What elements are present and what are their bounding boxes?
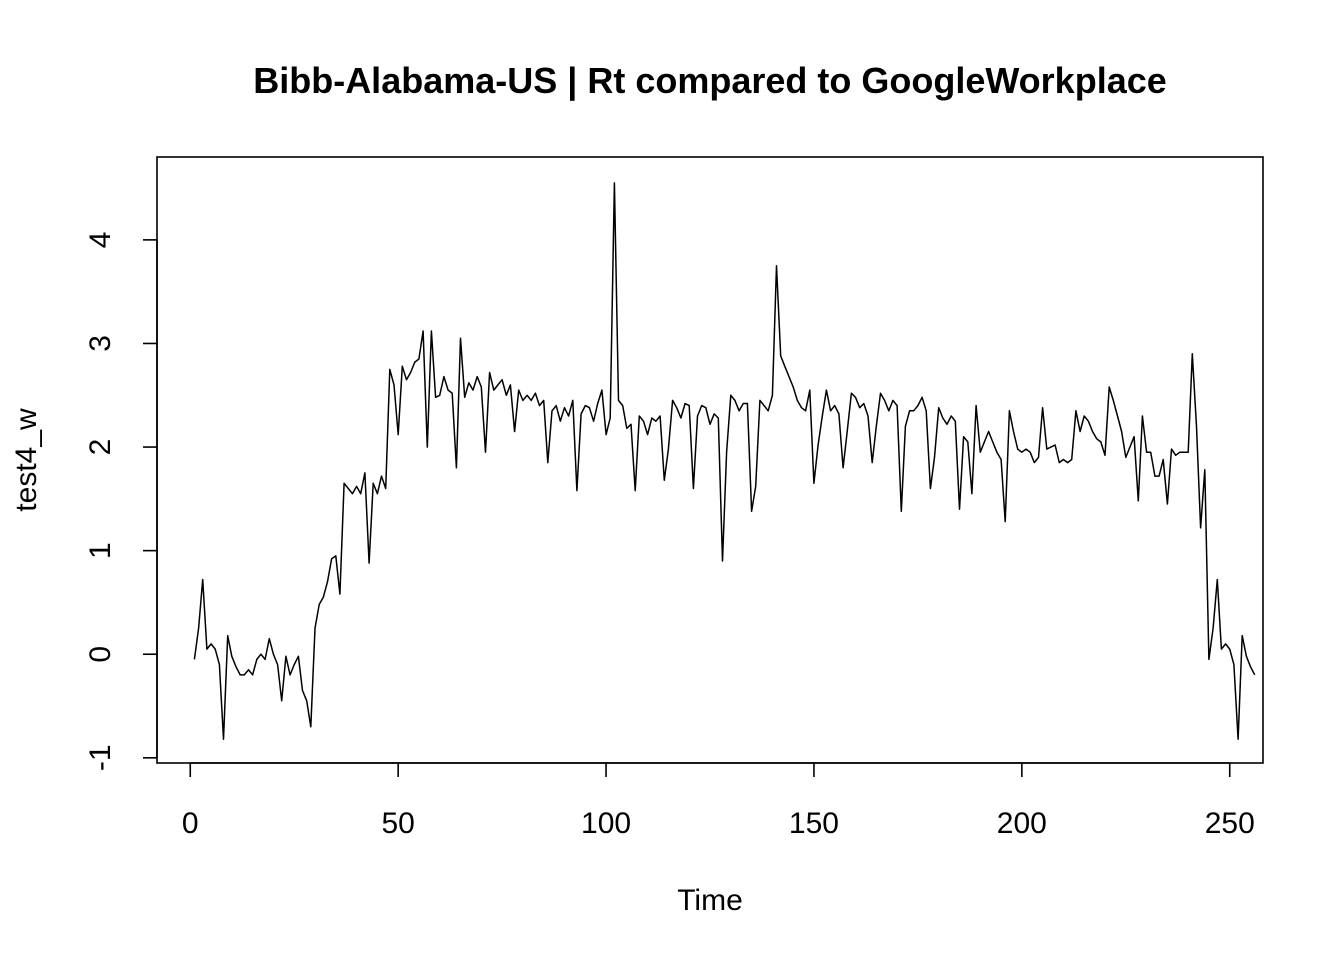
x-tick-label: 50 [381, 807, 414, 840]
x-tick-label: 0 [182, 807, 199, 840]
x-tick-label: 100 [581, 807, 631, 840]
chart-title: Bibb-Alabama-US | Rt compared to GoogleW… [253, 60, 1167, 102]
x-axis: 0 50 100 150 200 250 [182, 762, 1255, 840]
y-tick-label: 3 [84, 335, 117, 352]
plot-frame [156, 156, 1264, 764]
y-tick-label: -1 [84, 744, 117, 771]
x-axis-label: Time [677, 884, 743, 917]
series-line [193, 182, 1256, 740]
y-axis-label: test4_w [10, 408, 43, 512]
y-tick-label: 0 [84, 646, 117, 663]
y-axis: -1 0 1 2 3 4 [84, 232, 158, 771]
y-tick-label: 4 [84, 232, 117, 249]
y-tick-label: 1 [84, 542, 117, 559]
x-tick-label: 150 [789, 807, 839, 840]
y-tick-label: 2 [84, 439, 117, 456]
x-tick-label: 250 [1205, 807, 1255, 840]
x-tick-label: 200 [997, 807, 1047, 840]
